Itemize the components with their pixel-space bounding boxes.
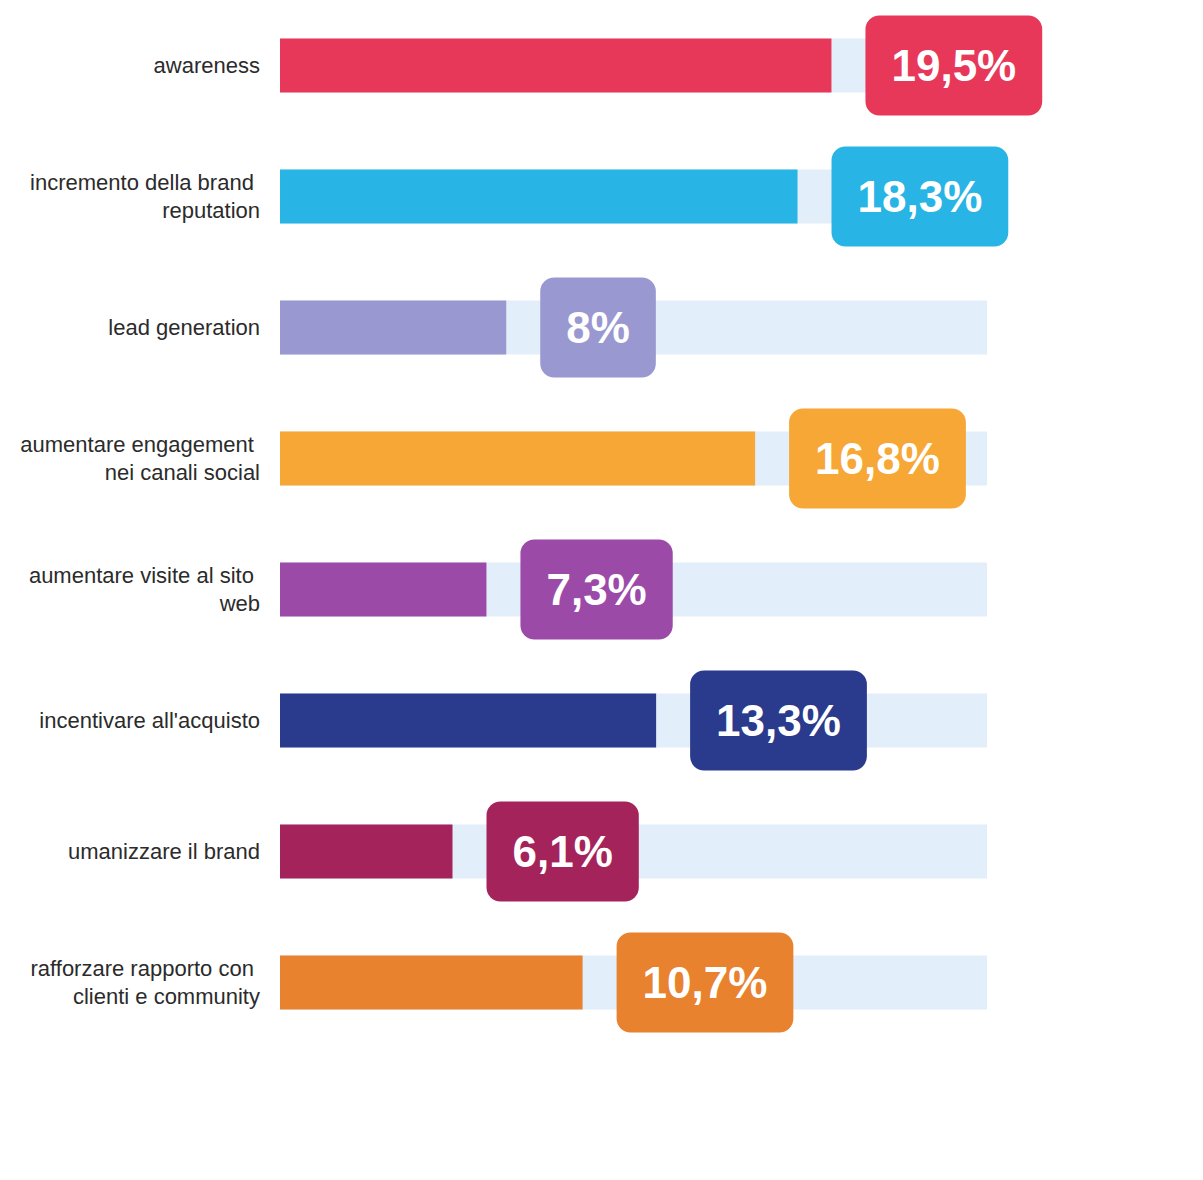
- svg-text:nei canali social: nei canali social: [105, 460, 260, 485]
- svg-text:incentivare all'acquisto: incentivare all'acquisto: [39, 708, 260, 733]
- svg-text:16,8%: 16,8%: [815, 434, 940, 483]
- svg-text:6,1%: 6,1%: [513, 827, 613, 876]
- svg-text:reputation: reputation: [162, 198, 260, 223]
- svg-text:18,3%: 18,3%: [858, 172, 983, 221]
- svg-text:clienti e community: clienti e community: [73, 984, 260, 1009]
- svg-text:lead generation: lead generation: [108, 315, 260, 340]
- svg-text:13,3%: 13,3%: [716, 696, 841, 745]
- svg-text:19,5%: 19,5%: [891, 41, 1016, 90]
- svg-text:umanizzare il brand: umanizzare il brand: [68, 839, 260, 864]
- svg-text:7,3%: 7,3%: [546, 565, 646, 614]
- svg-text:aumentare visite al sito: aumentare visite al sito: [29, 563, 260, 588]
- svg-text:incremento della brand: incremento della brand: [30, 170, 260, 195]
- svg-text:8%: 8%: [566, 303, 630, 352]
- svg-text:10,7%: 10,7%: [643, 958, 768, 1007]
- svg-text:awareness: awareness: [154, 53, 260, 78]
- svg-text:rafforzare rapporto con: rafforzare rapporto con: [31, 956, 261, 981]
- svg-text:aumentare engagement: aumentare engagement: [20, 432, 260, 457]
- svg-text:web: web: [219, 591, 260, 616]
